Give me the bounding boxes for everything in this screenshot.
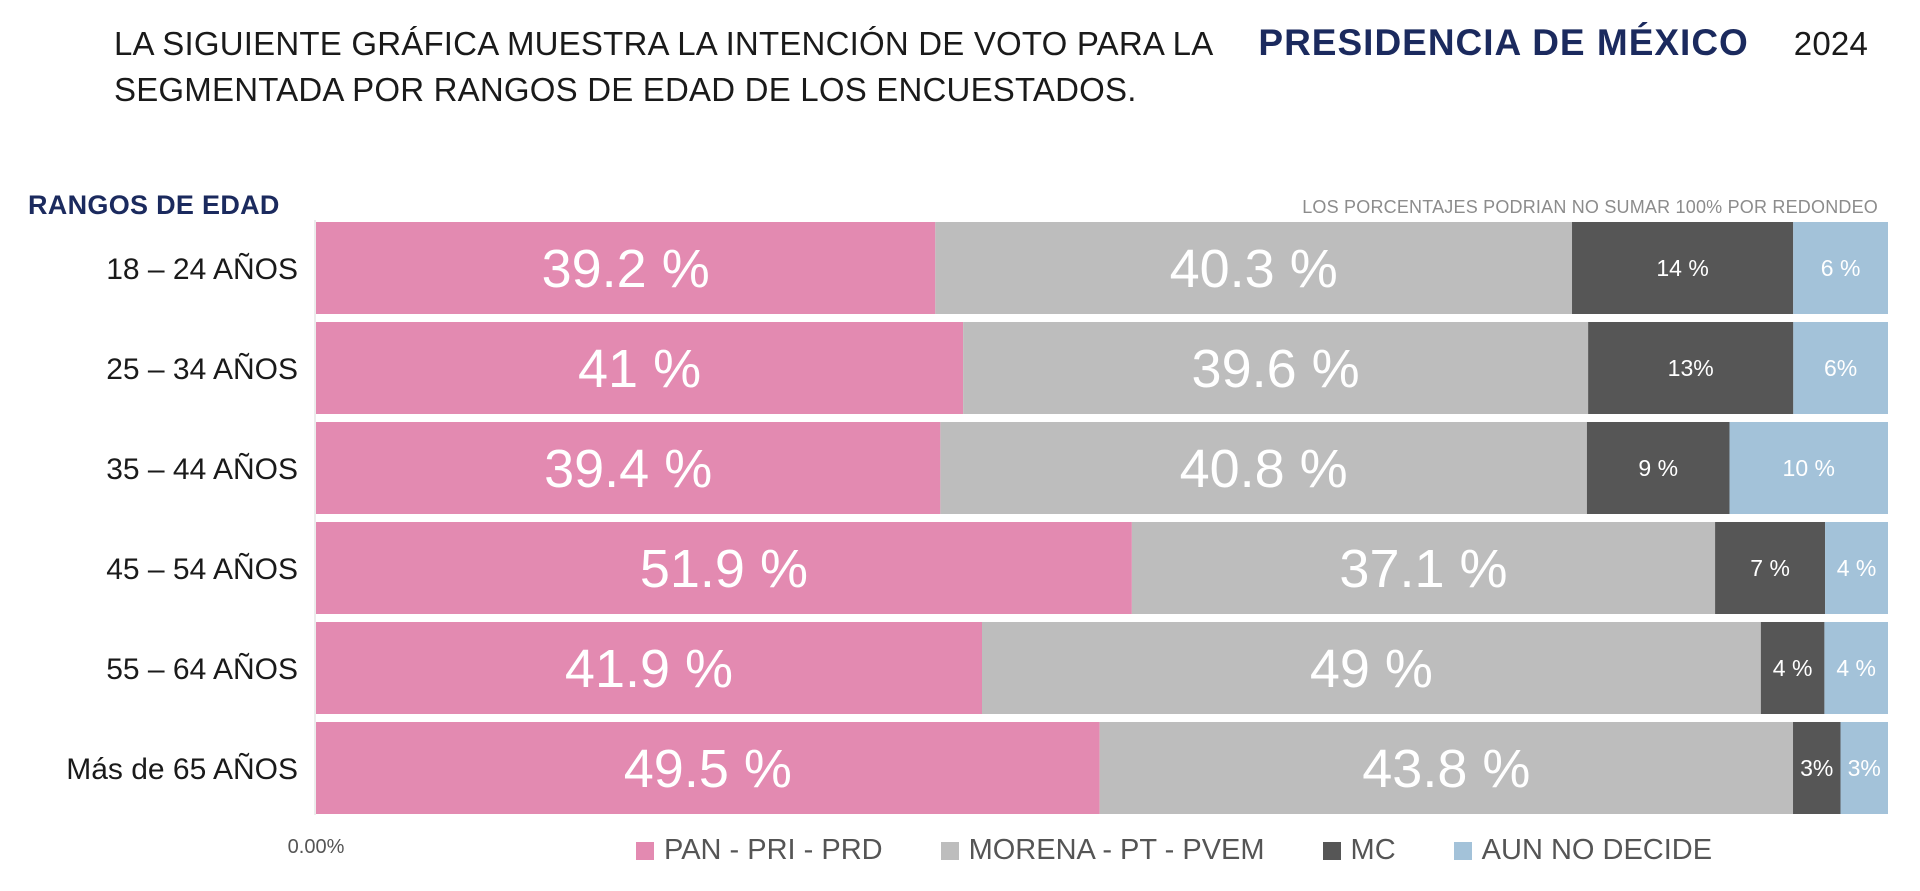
data-label-pan-pri-prd: 39.2 % <box>542 239 710 299</box>
bar-morena-pt-pvem <box>963 322 1589 414</box>
bar-aun-no-decide <box>1825 522 1888 614</box>
data-label-mc: 4 % <box>1773 655 1813 681</box>
bar-pan-pri-prd <box>316 622 982 714</box>
data-label-morena-pt-pvem: 40.3 % <box>1170 239 1338 299</box>
header-text: LA SIGUIENTE GRÁFICA MUESTRA LA INTENCIÓ… <box>114 25 1214 62</box>
bar-pan-pri-prd <box>316 722 1100 814</box>
bar-mc <box>1586 422 1730 514</box>
data-label-morena-pt-pvem: 40.8 % <box>1180 439 1348 499</box>
legend-item-aun-no-decide: AUN NO DECIDE <box>1453 834 1713 867</box>
bar-mc <box>1572 222 1794 314</box>
legend-swatch-pan-pri-prd <box>636 841 654 860</box>
data-label-aun-no-decide: 6 % <box>1821 255 1861 281</box>
bars-layer <box>316 222 1888 814</box>
chart-header: LA SIGUIENTE GRÁFICA MUESTRA LA INTENCIÓ… <box>114 20 1868 113</box>
labels-layer: 39.2 % 40.3 % 14 % 6 % 41 % 39.6 % 13% 6% 39.4 %… <box>542 239 1881 799</box>
data-label-morena-pt-pvem: 49 % <box>1310 639 1433 699</box>
legend-swatch-mc <box>1322 841 1341 860</box>
data-label-morena-pt-pvem: 39.6 % <box>1192 339 1360 399</box>
data-label-aun-no-decide: 10 % <box>1783 455 1835 481</box>
bar-morena-pt-pvem <box>935 222 1573 314</box>
bar-pan-pri-prd <box>316 422 941 514</box>
data-label-mc: 9 % <box>1638 455 1678 481</box>
legend-item-pan-pri-prd: PAN - PRI - PRD <box>636 834 883 867</box>
header-highlight: PRESIDENCIA DE MÉXICO <box>1258 22 1749 63</box>
y-axis-title: RANGOS DE EDAD <box>28 190 280 220</box>
data-label-pan-pri-prd: 51.9 % <box>640 539 808 599</box>
data-label-mc: 14 % <box>1656 255 1708 281</box>
data-label-morena-pt-pvem: 43.8 % <box>1362 739 1530 799</box>
data-label-pan-pri-prd: 41.9 % <box>565 639 733 699</box>
header-year: 2024 <box>1793 25 1868 62</box>
data-label-aun-no-decide: 4 % <box>1836 655 1876 681</box>
category-label: 45 – 54 AÑOS <box>106 552 298 586</box>
rounding-note: LOS PORCENTAJES PODRIAN NO SUMAR 100% PO… <box>1302 197 1878 217</box>
category-label: Más de 65 AÑOS <box>66 752 298 786</box>
category-label: 18 – 24 AÑOS <box>106 252 298 286</box>
legend-label-mc: MC <box>1350 834 1396 866</box>
bar-morena-pt-pvem <box>981 622 1761 714</box>
header-line-1: LA SIGUIENTE GRÁFICA MUESTRA LA INTENCIÓ… <box>114 20 1868 67</box>
legend-label-morena-pt-pvem: MORENA - PT - PVEM <box>968 834 1265 866</box>
bar-morena-pt-pvem <box>1131 522 1716 614</box>
data-label-pan-pri-prd: 39.4 % <box>544 439 712 499</box>
bar-mc <box>1588 322 1794 414</box>
data-label-mc: 7 % <box>1750 555 1790 581</box>
bar-aun-no-decide <box>1729 422 1888 514</box>
data-label-aun-no-decide: 4 % <box>1837 555 1877 581</box>
bar-mc <box>1715 522 1826 614</box>
category-label: 55 – 64 AÑOS <box>106 652 298 686</box>
bar-mc <box>1793 722 1841 814</box>
legend-item-morena-pt-pvem: MORENA - PT - PVEM <box>940 834 1265 867</box>
legend-swatch-aun-no-decide <box>1453 841 1472 860</box>
header-line-2: SEGMENTADA POR RANGOS DE EDAD DE LOS ENC… <box>114 71 1137 108</box>
category-label: 35 – 44 AÑOS <box>106 452 298 486</box>
x-axis-tick-label: 0.00% <box>288 836 345 858</box>
data-label-mc: 13% <box>1668 355 1714 381</box>
bar-pan-pri-prd <box>316 222 936 314</box>
data-label-pan-pri-prd: 49.5 % <box>624 739 792 799</box>
bar-morena-pt-pvem <box>940 422 1587 514</box>
bar-aun-no-decide <box>1840 722 1888 814</box>
data-label-aun-no-decide: 3% <box>1848 755 1881 781</box>
bar-pan-pri-prd <box>316 322 964 414</box>
data-label-pan-pri-prd: 41 % <box>578 339 701 399</box>
legend-label-aun-no-decide: AUN NO DECIDE <box>1481 834 1713 866</box>
legend-item-mc: MC <box>1322 834 1396 867</box>
bar-mc <box>1760 622 1825 714</box>
bar-aun-no-decide <box>1793 322 1888 414</box>
category-label: 25 – 34 AÑOS <box>106 352 298 386</box>
bar-aun-no-decide <box>1824 622 1888 714</box>
chart-legend: PAN - PRI - PRD MORENA - PT - PVEM MC AU… <box>636 834 1712 867</box>
legend-swatch-morena-pt-pvem <box>940 841 959 860</box>
bar-aun-no-decide <box>1793 222 1888 314</box>
bar-morena-pt-pvem <box>1099 722 1794 814</box>
data-label-aun-no-decide: 6% <box>1824 355 1857 381</box>
bar-pan-pri-prd <box>316 522 1132 614</box>
legend-label-pan-pri-prd: PAN - PRI - PRD <box>664 834 883 866</box>
data-label-mc: 3% <box>1800 755 1833 781</box>
data-label-morena-pt-pvem: 37.1 % <box>1339 539 1507 599</box>
